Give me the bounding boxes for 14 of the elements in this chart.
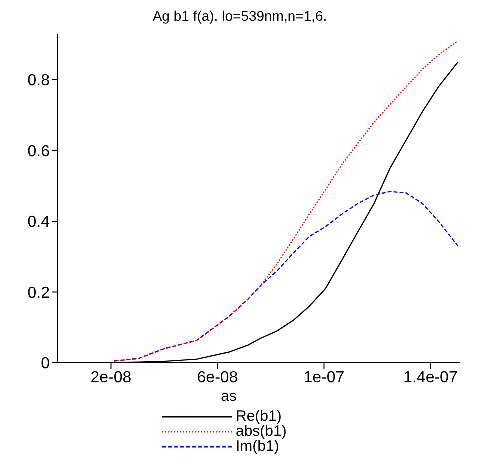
y-tick-label: 0.4 bbox=[28, 214, 50, 232]
y-tick-label: 0.2 bbox=[28, 284, 50, 302]
x-tick-label: 2e-08 bbox=[90, 369, 132, 386]
legend-label: abs(b1) bbox=[236, 423, 288, 440]
x-axis-title: as bbox=[221, 388, 237, 405]
y-tick-label: 0 bbox=[41, 356, 50, 373]
legend-label: Im(b1) bbox=[236, 438, 280, 455]
y-tick-label: 0.6 bbox=[28, 143, 50, 160]
x-tick-label: 1.4e-07 bbox=[404, 369, 458, 386]
y-tick-label: 0.8 bbox=[28, 72, 50, 90]
x-tick-label: 1e-07 bbox=[304, 369, 345, 386]
chart-title: Ag b1 f(a). lo=539nm,n=1,6. bbox=[152, 8, 328, 24]
x-tick-label: 6e-08 bbox=[197, 369, 238, 386]
legend-label: Re(b1) bbox=[236, 408, 283, 425]
